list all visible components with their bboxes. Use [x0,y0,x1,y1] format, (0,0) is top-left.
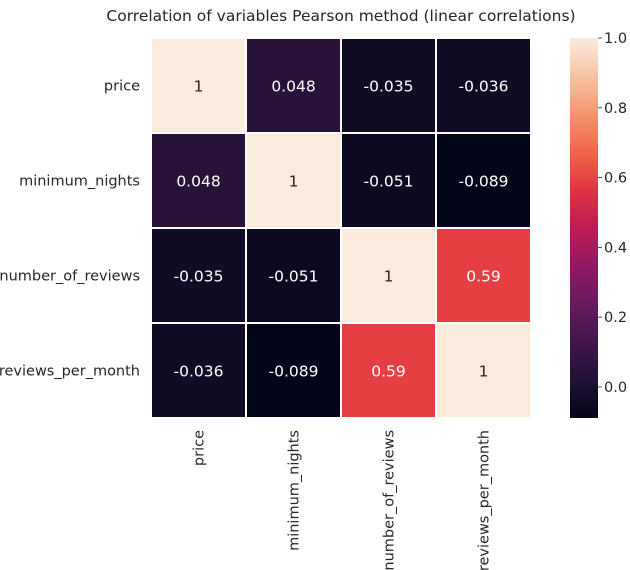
cell-value-label: -0.036 [459,78,509,96]
x-tick-label-price: price [192,430,208,466]
chart-title: Correlation of variables Pearson method … [106,7,575,25]
heatmap-cell-reviews_per_month-price [150,322,247,419]
heatmap-cell-minimum_nights-reviews_per_month [435,132,532,229]
cell-value-label: 1 [194,78,204,96]
cell-value-label: -0.036 [174,363,224,381]
y-tick-label-minimum_nights: minimum_nights [19,174,140,190]
heatmap-cell-price-number_of_reviews [340,37,437,134]
heatmap-cell-price-price [150,37,247,134]
y-tick-label-reviews_per_month: reviews_per_month [0,364,140,380]
heatmap-cell-reviews_per_month-minimum_nights [245,322,342,419]
colorbar-tick-label: 0.4 [604,240,627,256]
cell-value-label: 0.048 [176,173,220,191]
heatmap-cell-minimum_nights-minimum_nights [245,132,342,229]
x-tick-label-minimum_nights: minimum_nights [287,430,303,551]
colorbar: 0.0 0.2 0.4 0.6 0.8 1.0 [570,31,627,418]
cell-value-label: 1 [384,268,394,286]
heatmap-cell-reviews_per_month-reviews_per_month [435,322,532,419]
cell-value-label: 1 [289,173,299,191]
cell-value-label: 1 [479,363,489,381]
colorbar-gradient [570,38,598,418]
heatmap-cell-price-reviews_per_month [435,37,532,134]
colorbar-tick-label: 0.2 [604,310,627,326]
cell-value-label: 0.59 [466,268,501,286]
cell-value-label: -0.089 [269,363,319,381]
heatmap-cell-labels: 1 0.048 -0.035 -0.036 0.048 1 -0.051 -0.089 -0.0… [174,78,509,381]
heatmap-cell-price-minimum_nights [245,37,342,134]
y-tick-label-price: price [104,79,140,95]
cell-value-label: 0.048 [271,78,315,96]
cell-value-label: -0.051 [364,173,414,191]
colorbar-tick-label: 0.6 [604,171,627,187]
cell-value-label: -0.035 [174,268,224,286]
cell-value-label: -0.051 [269,268,319,286]
colorbar-tick-label: 0.8 [604,101,627,117]
x-tick-label-reviews_per_month: reviews_per_month [477,430,493,570]
x-axis-tick-labels: price minimum_nights number_of_reviews revi… [192,430,493,570]
cell-value-label: 0.59 [371,363,406,381]
heatmap-cells [150,37,532,419]
cell-value-label: -0.089 [459,173,509,191]
heatmap-cell-number_of_reviews-minimum_nights [245,227,342,324]
heatmap-cell-number_of_reviews-reviews_per_month [435,227,532,324]
x-tick-label-number_of_reviews: number_of_reviews [382,430,398,570]
colorbar-tick-label: 1.0 [604,31,627,47]
colorbar-tick-label: 0.0 [604,380,627,396]
y-axis-tick-labels: price minimum_nights number_of_reviewsrevi… [0,79,140,380]
y-tick-label-number_of_reviews: number_of_reviews [0,269,140,285]
cell-value-label: -0.035 [364,78,414,96]
